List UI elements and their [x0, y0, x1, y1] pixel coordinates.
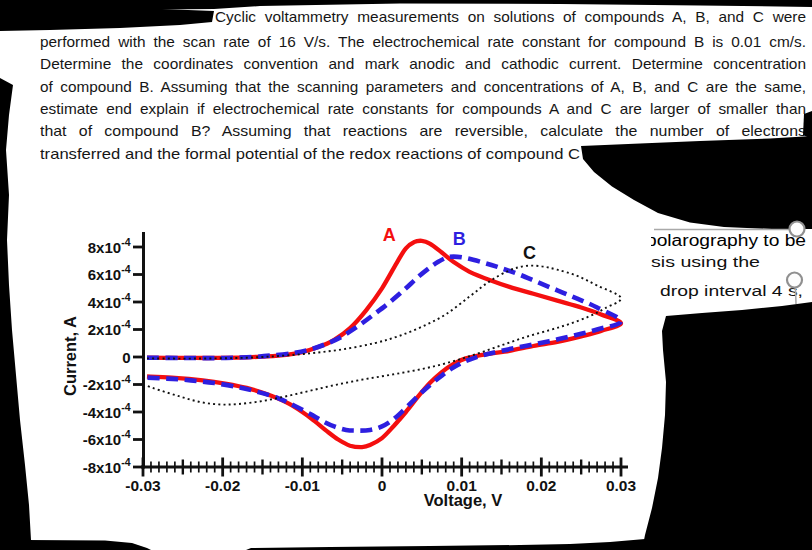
- y-axis-title: Current, A: [61, 316, 79, 396]
- y-tick-label: -6x10-4: [83, 428, 131, 448]
- curve-A: [147, 241, 621, 447]
- x-tick-label: 0.02: [526, 477, 556, 494]
- cv-chart: 8x10-4 6x10-4 4x10-4 2x10-4 0 -2x10-4 -4x10-4 -…: [61, 225, 636, 509]
- y-tick-label: 6x10-4: [88, 263, 131, 283]
- redaction-blob-right: [642, 302, 812, 550]
- x-axis-title: Voltage, V: [424, 491, 503, 509]
- y-tick-label: -4x10-4: [83, 401, 131, 421]
- y-tick-label: 2x10-4: [88, 318, 131, 338]
- y-tick-label: 8x10-4: [88, 236, 131, 256]
- scanned-document-page: { "document": { "paragraph_lines": [ "Cy…: [0, 0, 812, 550]
- y-tick-label: 0: [122, 349, 130, 366]
- selection-handle-top-left[interactable]: [790, 222, 805, 237]
- x-tick-label: -0.03: [125, 477, 161, 494]
- textbox-selection: [654, 222, 805, 305]
- y-tick-label: -2x10-4: [83, 373, 131, 393]
- x-tick-label: 0.03: [606, 477, 637, 494]
- curve-label-A: A: [383, 225, 396, 245]
- scan-edge-left: [0, 78, 31, 550]
- curve-label-B: B: [453, 229, 466, 249]
- y-tick-label: 4x10-4: [88, 291, 131, 311]
- redaction-blob-top-right: [581, 136, 812, 229]
- selection-handle-left-mid[interactable]: [787, 273, 802, 288]
- chart-and-artifacts-layer: 8x10-4 6x10-4 4x10-4 2x10-4 0 -2x10-4 -4x10-4 -…: [0, 0, 812, 550]
- textbox-selection-border-right: [796, 288, 797, 304]
- scan-notch-right: [803, 111, 812, 139]
- y-tick-label: -8x10-4: [83, 456, 131, 476]
- x-tick-label: 0: [378, 477, 387, 494]
- x-tick-label: -0.02: [205, 477, 240, 494]
- curve-label-C: C: [523, 243, 536, 263]
- x-tick-label: -0.01: [285, 477, 321, 494]
